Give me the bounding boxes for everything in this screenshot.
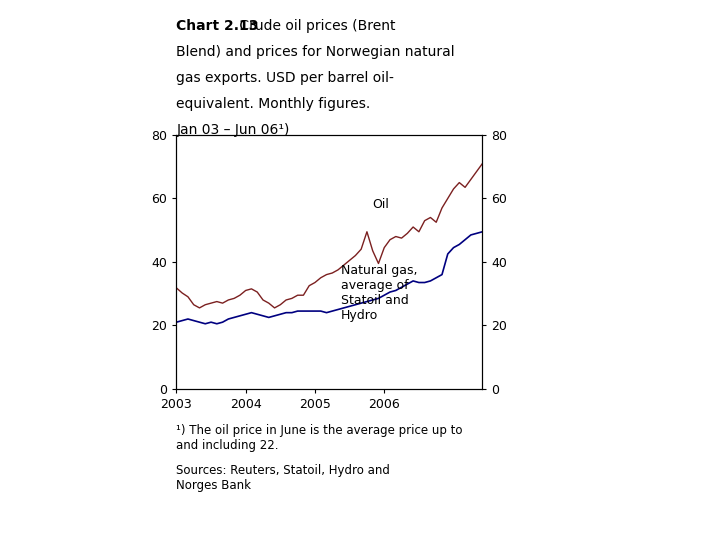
Text: Crude oil prices (Brent: Crude oil prices (Brent bbox=[235, 19, 396, 33]
Text: Sources: Reuters, Statoil, Hydro and
Norges Bank: Sources: Reuters, Statoil, Hydro and Nor… bbox=[176, 464, 390, 492]
Text: Natural gas,
average of
Statoil and
Hydro: Natural gas, average of Statoil and Hydr… bbox=[341, 264, 418, 322]
Text: equivalent. Monthly figures.: equivalent. Monthly figures. bbox=[176, 97, 371, 111]
Text: gas exports. USD per barrel oil-: gas exports. USD per barrel oil- bbox=[176, 71, 395, 85]
Text: Oil: Oil bbox=[373, 198, 390, 211]
Text: ¹) The oil price in June is the average price up to
and including 22.: ¹) The oil price in June is the average … bbox=[176, 424, 463, 452]
Text: Blend) and prices for Norwegian natural: Blend) and prices for Norwegian natural bbox=[176, 45, 455, 59]
Text: Jan 03 – Jun 06¹): Jan 03 – Jun 06¹) bbox=[176, 123, 289, 137]
Text: Chart 2.13: Chart 2.13 bbox=[176, 19, 258, 33]
